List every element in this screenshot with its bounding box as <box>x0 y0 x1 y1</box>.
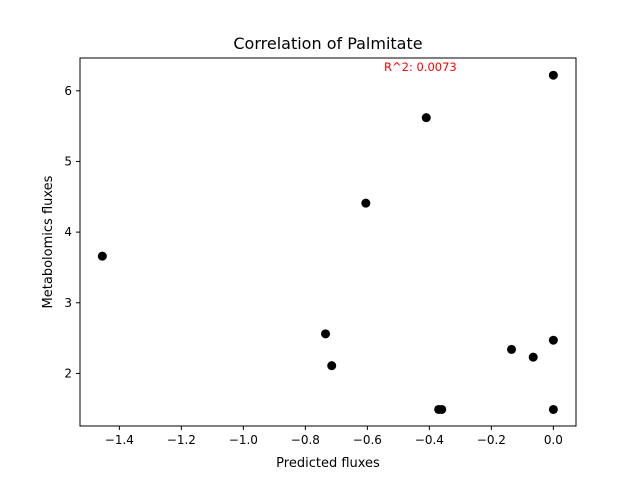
data-point-2 <box>321 329 331 339</box>
x-tick-label: −0.2 <box>477 433 506 447</box>
x-tick-label: −1.0 <box>229 433 258 447</box>
data-point-11 <box>548 335 558 345</box>
x-axis: −1.4 −1.2 −1.0 −0.8 −0.6 −0.4 −0.2 0.0 <box>105 426 563 447</box>
y-tick-label: 5 <box>64 154 72 168</box>
data-point-12 <box>548 404 558 414</box>
y-axis-label: Metabolomics fluxes <box>41 175 56 308</box>
data-point-4 <box>361 198 371 208</box>
y-axis: 2 3 4 5 6 <box>64 84 80 380</box>
chart-title: Correlation of Palmitate <box>233 34 422 53</box>
y-tick-label: 3 <box>64 296 72 310</box>
annotation-r2: R^2: 0.0073 <box>384 60 457 74</box>
data-point-5 <box>421 113 431 123</box>
x-tick-label: −0.8 <box>291 433 320 447</box>
data-point-1 <box>97 251 107 261</box>
x-tick-label: −1.4 <box>105 433 134 447</box>
plot-area <box>97 70 558 414</box>
x-tick-label: −0.6 <box>353 433 382 447</box>
data-point-3 <box>327 361 337 371</box>
y-tick-label: 2 <box>64 366 72 380</box>
x-tick-label: −1.2 <box>167 433 196 447</box>
x-tick-label: 0.0 <box>544 433 563 447</box>
y-tick-label: 4 <box>64 225 72 239</box>
data-point-7 <box>437 404 447 414</box>
x-tick-label: −0.4 <box>415 433 444 447</box>
x-axis-label: Predicted fluxes <box>276 456 380 471</box>
data-point-8 <box>507 344 517 354</box>
data-point-9 <box>528 352 538 362</box>
y-tick-label: 6 <box>64 84 72 98</box>
axes-frame <box>79 57 577 427</box>
data-point-10 <box>548 70 558 80</box>
